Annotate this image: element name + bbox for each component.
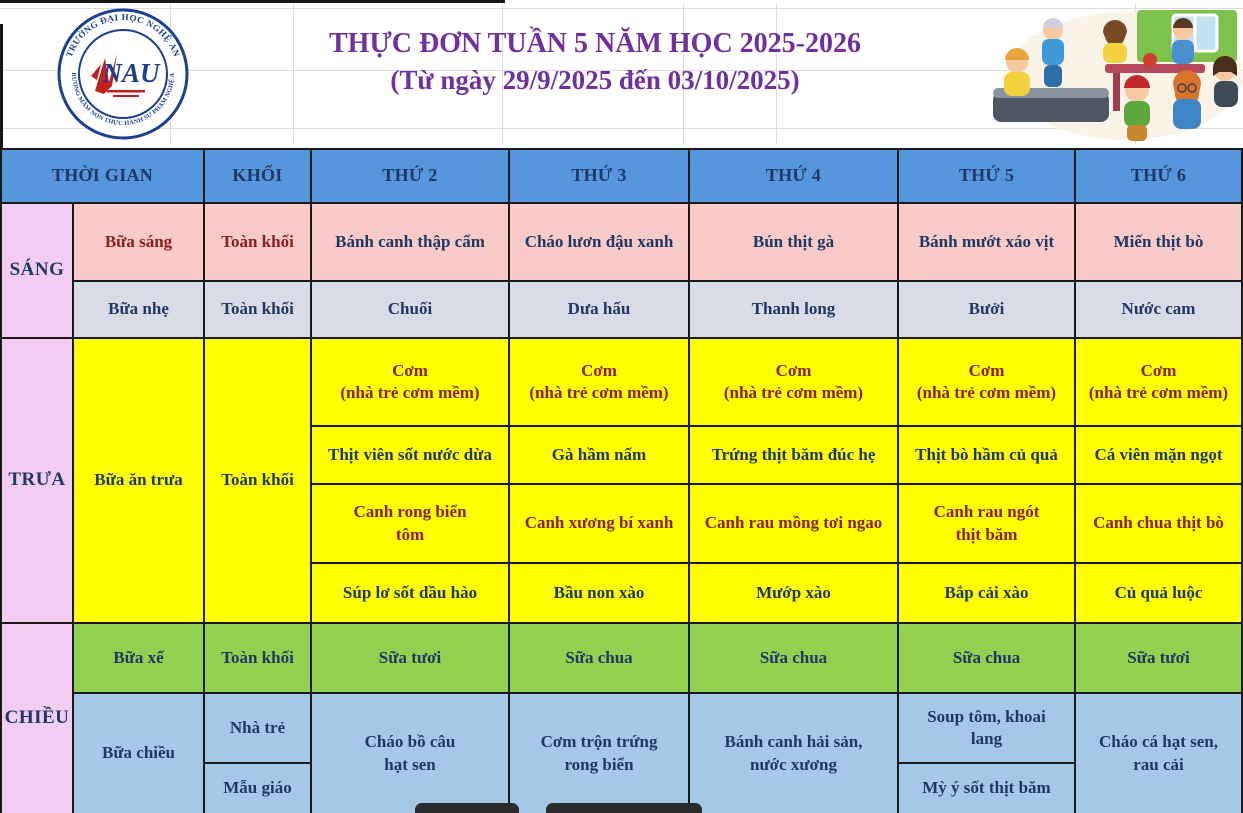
menu-title-line1: THỰC ĐƠN TUẦN 5 NĂM HỌC 2025-2026 [329,28,861,59]
cell-afternoon-snack-thu: Sữa chua [899,624,1074,692]
school-logo: TRƯỜNG ĐẠI HỌC NGHỆ AN TRƯỜNG MẦM NON TH… [53,1,191,142]
spreadsheet-gridline [502,4,503,144]
group-nursery: Nhà trẻ [205,694,310,762]
logo-ribbon [91,64,101,80]
menu-title-line2: (Từ ngày 29/9/2025 đến 03/10/2025) [390,65,800,95]
cell-lunch-rice-mon: Cơm (nhà trẻ cơm mềm) [312,339,508,425]
cell-lunch-veg-thu: Bắp cải xào [899,564,1074,622]
section-noon: TRƯA [2,339,72,622]
children-illustration [987,4,1243,144]
group-kindergarten: Mẫu giáo [205,764,310,813]
cell-afternoon-snack-tue: Sữa chua [510,624,688,692]
logo-acronym: NAU [101,58,161,88]
col-header-thursday: THỨ 5 [899,150,1074,202]
cell-light-snack-fri: Nước cam [1076,282,1241,337]
cutoff-object [415,803,519,813]
cell-afternoon-meal-fri: Cháo cá hạt sen, rau cải [1076,694,1241,813]
cell-breakfast-thu: Bánh mướt xáo vịt [899,204,1074,280]
spreadsheet-gridline [0,8,1243,9]
children-illustration-art [993,10,1243,141]
cell-afternoon-meal-wed: Bánh canh hải sản, nước xương [690,694,897,813]
cell-lunch-main-fri: Cá viên mặn ngọt [1076,427,1241,483]
cell-lunch-rice-fri: Cơm (nhà trẻ cơm mềm) [1076,339,1241,425]
cell-breakfast-tue: Cháo lươn đậu xanh [510,204,688,280]
cell-lunch-veg-mon: Súp lơ sốt dầu hào [312,564,508,622]
cell-light-snack-wed: Thanh long [690,282,897,337]
row-label-afternoon-meal: Bữa chiều [74,694,203,813]
section-morning: SÁNG [2,204,72,337]
row-label-light-snack: Bữa nhẹ [74,282,203,337]
cell-lunch-rice-thu: Cơm (nhà trẻ cơm mềm) [899,339,1074,425]
cell-lunch-soup-thu: Canh rau ngót thịt băm [899,485,1074,562]
menu-title: THỰC ĐƠN TUẦN 5 NĂM HỌC 2025-2026 (Từ ng… [270,26,920,98]
cell-lunch-main-tue: Gà hầm nấm [510,427,688,483]
row-label-breakfast: Bữa sáng [74,204,203,280]
spreadsheet-gridline [0,128,1243,129]
cell-lunch-veg-fri: Củ quả luộc [1076,564,1241,622]
cell-afternoon-snack-mon: Sữa tươi [312,624,508,692]
col-header-group: KHỐI [205,150,310,202]
partial-border [0,0,505,3]
group-light-snack: Toàn khối [205,282,310,337]
cell-afternoon-meal-mon: Cháo bồ câu hạt sen [312,694,508,813]
cell-lunch-soup-fri: Canh chua thịt bò [1076,485,1241,562]
group-lunch: Toàn khối [205,339,310,622]
spreadsheet-gridline [776,4,777,144]
cutoff-object [546,803,702,813]
cell-light-snack-thu: Bưởi [899,282,1074,337]
logo-subtext-line [107,90,145,93]
spreadsheet-gridline [683,4,684,144]
cell-lunch-veg-tue: Bầu non xào [510,564,688,622]
row-label-lunch: Bữa ăn trưa [74,339,203,622]
spreadsheet-gridline [293,4,294,144]
cell-lunch-rice-tue: Cơm (nhà trẻ cơm mềm) [510,339,688,425]
cell-afternoon-meal-tue: Cơm trộn trứng rong biển [510,694,688,813]
cell-afternoon-meal-thu-nursery: Soup tôm, khoai lang [899,694,1074,762]
cell-breakfast-wed: Bún thịt gà [690,204,897,280]
cell-lunch-veg-wed: Mướp xào [690,564,897,622]
cell-afternoon-meal-thu-kindergarten: Mỳ ý sốt thịt băm [899,764,1074,813]
cell-lunch-main-wed: Trứng thịt băm đúc hẹ [690,427,897,483]
page-header: TRƯỜNG ĐẠI HỌC NGHỆ AN TRƯỜNG MẦM NON TH… [0,0,1243,148]
col-header-friday: THỨ 6 [1076,150,1241,202]
col-header-tuesday: THỨ 3 [510,150,688,202]
cell-light-snack-mon: Chuối [312,282,508,337]
cell-breakfast-mon: Bánh canh thập cẩm [312,204,508,280]
cell-afternoon-snack-fri: Sữa tươi [1076,624,1241,692]
col-header-monday: THỨ 2 [312,150,508,202]
weekly-menu-table: THỜI GIAN KHỐI THỨ 2 THỨ 3 THỨ 4 THỨ 5 T… [0,148,1243,813]
row-label-afternoon-snack: Bữa xế [74,624,203,692]
spreadsheet-gridline [0,70,1243,71]
cell-lunch-soup-mon: Canh rong biển tôm [312,485,508,562]
cell-light-snack-tue: Dưa hấu [510,282,688,337]
group-afternoon-snack: Toàn khối [205,624,310,692]
cell-lunch-soup-wed: Canh rau mồng tơi ngao [690,485,897,562]
section-afternoon: CHIỀU [2,624,72,813]
cell-lunch-main-mon: Thịt viên sốt nước dừa [312,427,508,483]
logo-ribbon [95,54,117,94]
col-header-time: THỜI GIAN [2,150,203,202]
logo-subtext-line [113,95,139,97]
col-header-wednesday: THỨ 4 [690,150,897,202]
cell-breakfast-fri: Miến thịt bò [1076,204,1241,280]
cell-lunch-soup-tue: Canh xương bí xanh [510,485,688,562]
school-logo-emblem: TRƯỜNG ĐẠI HỌC NGHỆ AN TRƯỜNG MẦM NON TH… [53,1,189,140]
cell-afternoon-snack-wed: Sữa chua [690,624,897,692]
group-breakfast: Toàn khối [205,204,310,280]
cell-lunch-main-thu: Thịt bò hầm củ quả [899,427,1074,483]
partial-border [0,24,3,148]
cell-lunch-rice-wed: Cơm (nhà trẻ cơm mềm) [690,339,897,425]
